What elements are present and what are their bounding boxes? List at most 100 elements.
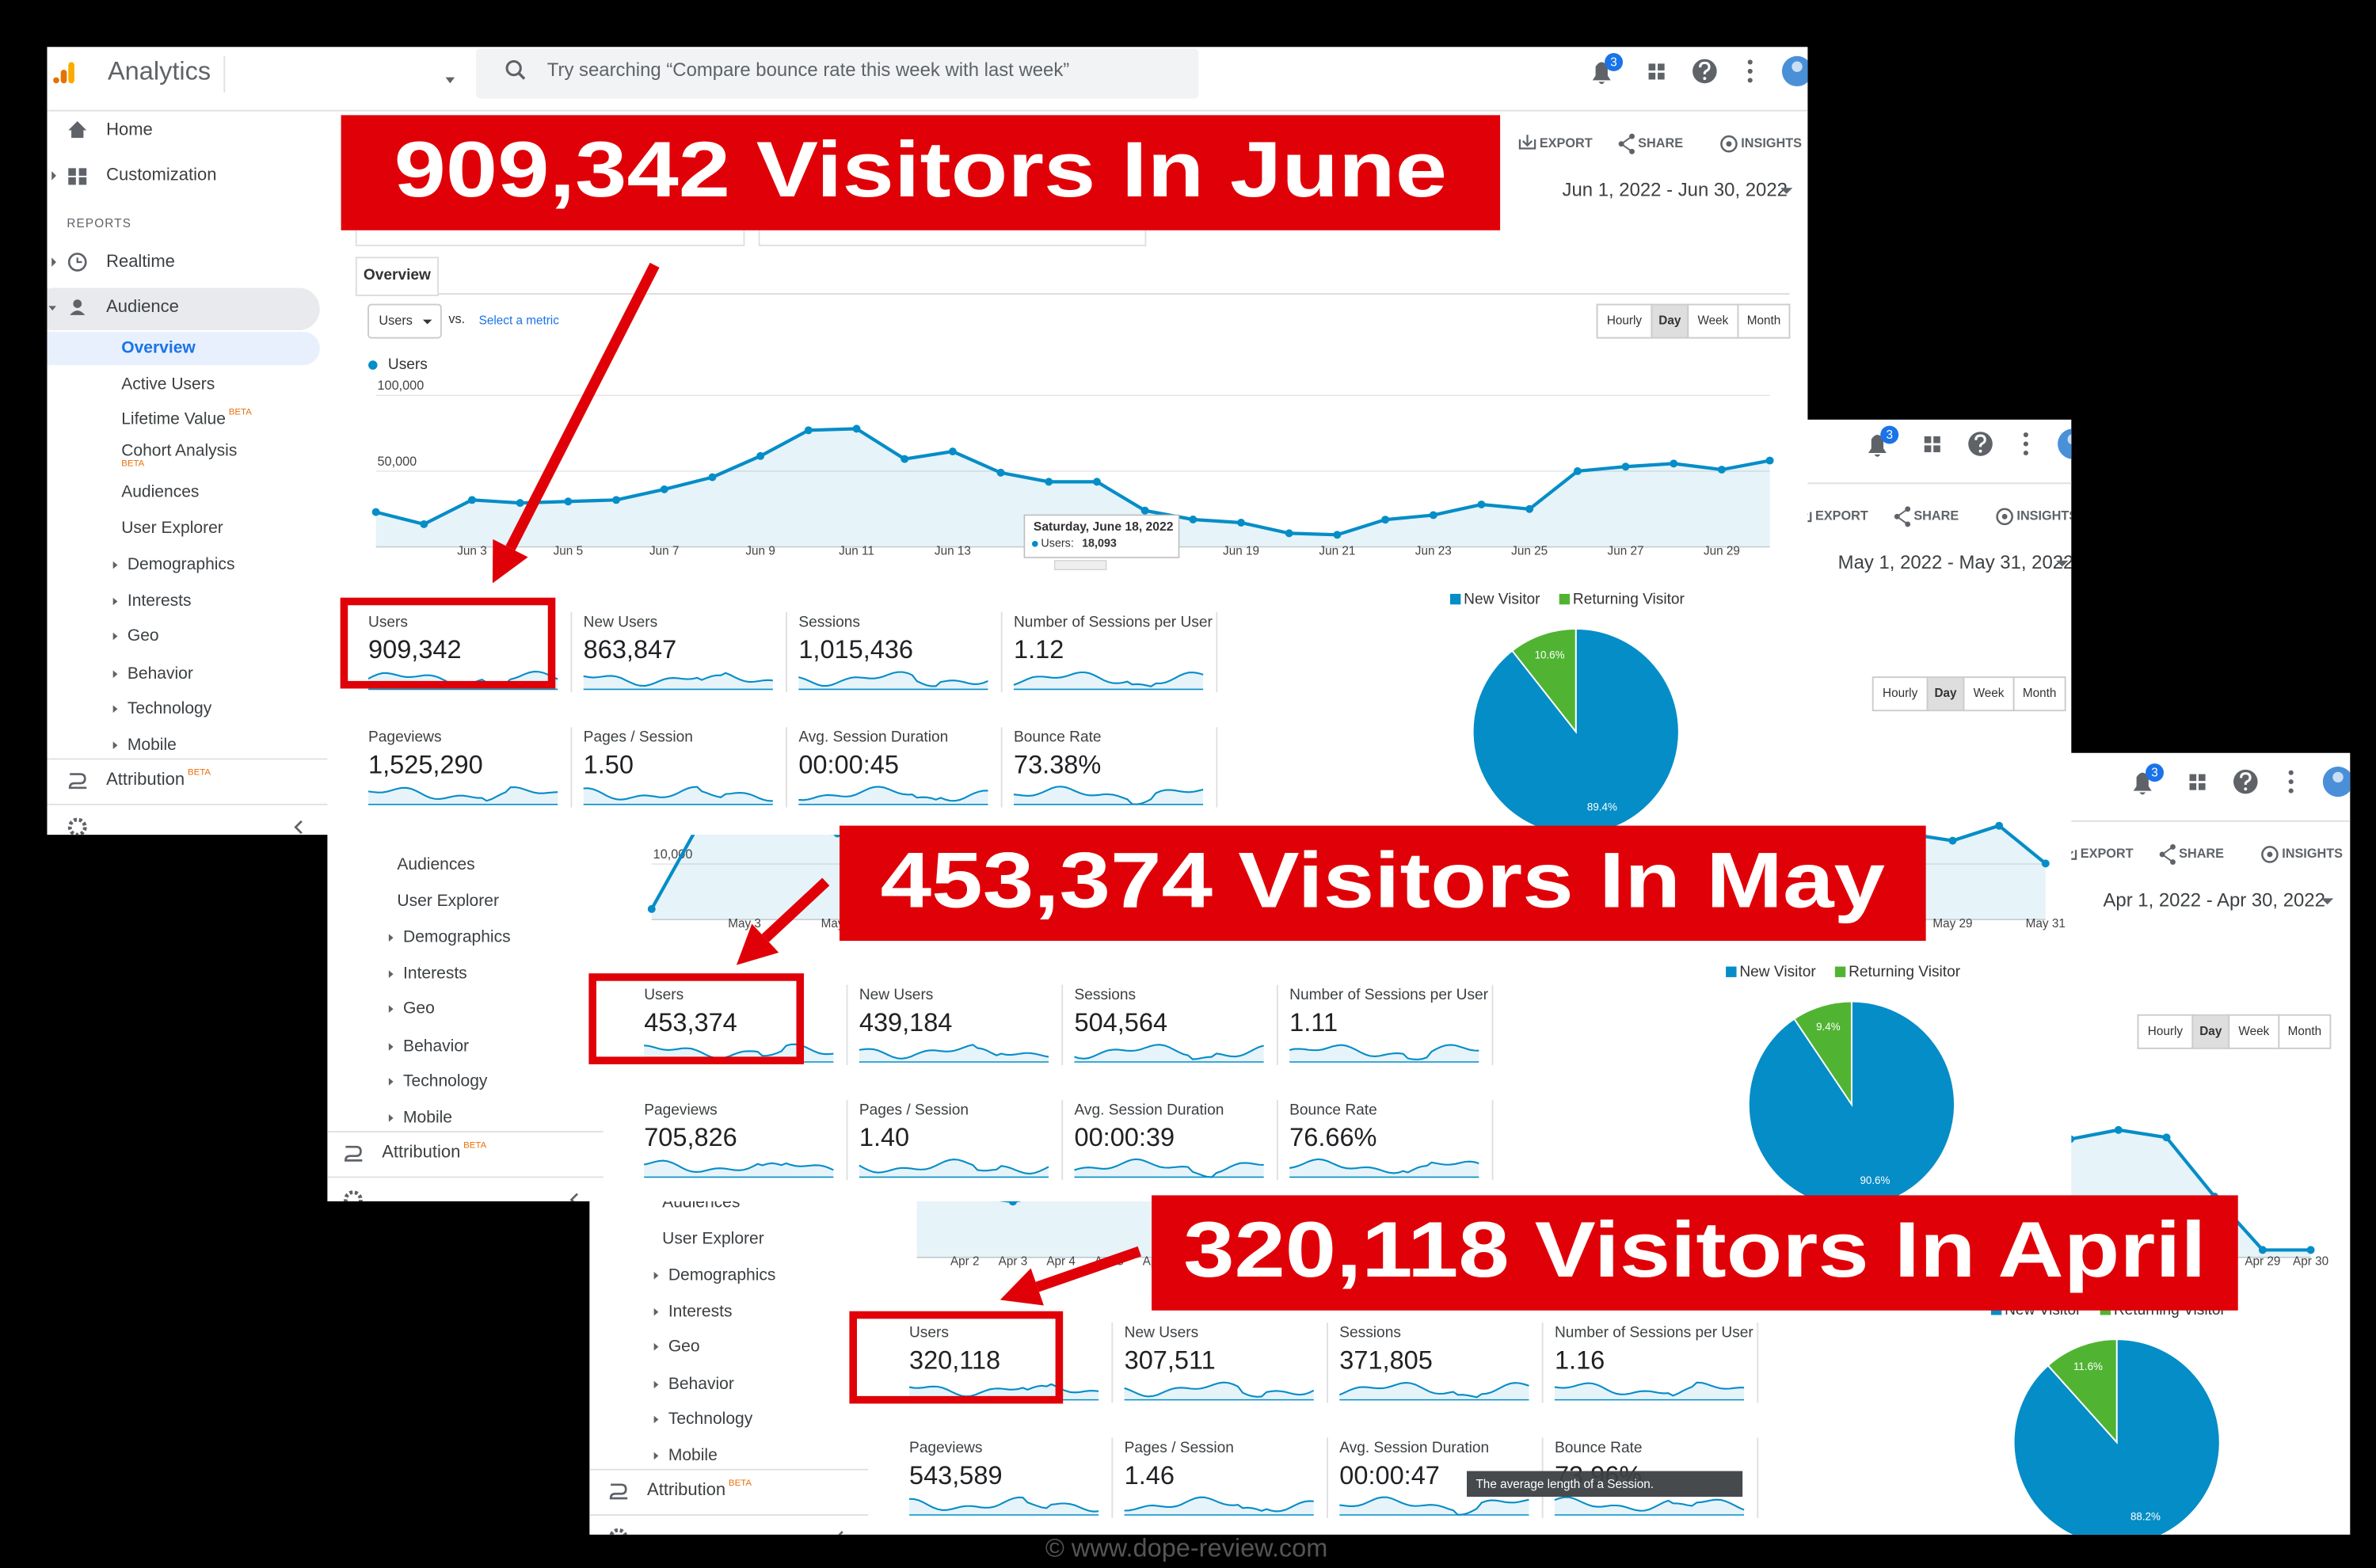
nav-item[interactable]: Interests	[668, 1302, 733, 1320]
nav-item[interactable]: Technology	[128, 699, 212, 717]
apps-icon[interactable]	[2199, 774, 2206, 782]
nav-item[interactable]: Lifetime Value	[121, 409, 226, 428]
nav-item[interactable]: Demographics	[668, 1265, 776, 1284]
apps-icon[interactable]	[1658, 72, 1665, 80]
metric-dropdown[interactable]	[367, 303, 442, 339]
toolbar-button[interactable]: EXPORT	[1815, 509, 1868, 523]
more-icon[interactable]	[2023, 450, 2028, 456]
toolbar-button[interactable]: SHARE	[2179, 847, 2224, 861]
toolbar-button[interactable]: INSIGHTS	[2016, 509, 2077, 523]
toolbar-button[interactable]: INSIGHTS	[1741, 136, 1802, 150]
select-metric-link[interactable]: Select a metric	[479, 314, 560, 328]
nav-item[interactable]: User Explorer	[662, 1229, 764, 1247]
attribution-icon	[609, 1483, 628, 1500]
nav-item[interactable]: Cohort Analysis	[121, 442, 237, 460]
apps-icon[interactable]	[1933, 436, 1940, 443]
nav-item[interactable]: Demographics	[403, 928, 511, 946]
person-body	[70, 310, 86, 315]
apps-icon[interactable]	[1933, 445, 1940, 453]
nav-item[interactable]: Geo	[403, 999, 435, 1018]
nav-item[interactable]: Geo	[668, 1337, 700, 1355]
tab[interactable]	[355, 257, 440, 296]
nav-item[interactable]: Attribution	[647, 1479, 725, 1499]
more-icon[interactable]	[1747, 59, 1753, 65]
apps-icon[interactable]	[1648, 63, 1656, 70]
more-icon[interactable]	[2023, 432, 2028, 438]
granularity-button[interactable]	[2137, 1014, 2194, 1049]
toolbar-button[interactable]: SHARE	[1913, 509, 1959, 523]
collapse-icon[interactable]	[569, 1193, 578, 1205]
nav-item[interactable]: Geo	[128, 626, 159, 645]
avatar[interactable]	[2058, 428, 2088, 459]
toolbar-button[interactable]: SHARE	[1638, 136, 1683, 150]
apps-icon[interactable]	[1924, 445, 1932, 453]
nav-item[interactable]: Audience	[106, 296, 179, 316]
granularity-button[interactable]	[2278, 1014, 2332, 1049]
granularity-button[interactable]	[1871, 676, 1929, 712]
nav-item[interactable]: Home	[106, 119, 153, 139]
apps-icon[interactable]	[2189, 783, 2197, 790]
nav-item[interactable]: Attribution	[382, 1142, 460, 1162]
granularity-button[interactable]	[2191, 1014, 2230, 1049]
more-icon[interactable]	[2288, 770, 2294, 775]
nav-item[interactable]: Mobile	[403, 1108, 452, 1126]
apps-icon[interactable]	[1924, 436, 1932, 443]
nav-item[interactable]: Interests	[128, 592, 192, 610]
nav-item[interactable]: User Explorer	[397, 892, 499, 910]
apps-icon[interactable]	[1648, 72, 1656, 80]
nav-item[interactable]: Overview	[121, 339, 196, 357]
granularity-button[interactable]	[1926, 676, 1965, 712]
nav-item[interactable]: Mobile	[128, 736, 177, 754]
more-icon[interactable]	[1747, 68, 1753, 74]
nav-item[interactable]: Active Users	[121, 375, 215, 393]
nav-item[interactable]: Realtime	[106, 251, 175, 271]
sparkline-area	[644, 1160, 834, 1178]
notification-icon[interactable]	[1592, 62, 1611, 85]
apps-icon[interactable]	[2199, 783, 2206, 790]
expand-caret	[388, 1078, 394, 1086]
granularity-button[interactable]	[2012, 676, 2066, 712]
pie-label: 89.4%	[1587, 801, 1617, 813]
more-icon[interactable]	[2288, 779, 2294, 785]
nav-item[interactable]: Audiences	[121, 482, 199, 500]
nav-item[interactable]: Behavior	[403, 1037, 469, 1055]
apps-icon[interactable]	[1658, 63, 1665, 70]
nav-item[interactable]: Behavior	[128, 664, 193, 683]
nav-item[interactable]: Demographics	[128, 555, 235, 573]
toolbar-button[interactable]: EXPORT	[2081, 847, 2134, 861]
nav-item[interactable]: Customization	[106, 165, 216, 185]
more-icon[interactable]	[1747, 78, 1753, 83]
collapse-icon[interactable]	[294, 820, 303, 835]
metric-value: 863,847	[584, 635, 677, 664]
search-box[interactable]	[475, 48, 1199, 99]
nav-item[interactable]: Mobile	[668, 1446, 718, 1464]
nav-item[interactable]: Interests	[403, 965, 467, 983]
toolbar-button[interactable]: INSIGHTS	[2282, 847, 2343, 861]
more-icon[interactable]	[2288, 788, 2294, 794]
nav-item[interactable]: User Explorer	[121, 519, 223, 537]
nav-item[interactable]: Technology	[668, 1410, 753, 1428]
toolbar-button[interactable]: EXPORT	[1540, 136, 1593, 150]
nav-item[interactable]: Attribution	[106, 769, 185, 789]
date-range[interactable]: Jun 1, 2022 - Jun 30, 2022	[1563, 179, 1788, 200]
settings-icon[interactable]	[67, 817, 87, 835]
granularity-button[interactable]	[1737, 303, 1791, 339]
collapse-icon[interactable]	[836, 1531, 843, 1543]
nav-item[interactable]: Behavior	[668, 1375, 734, 1393]
more-icon[interactable]	[2023, 441, 2028, 447]
settings-icon[interactable]	[343, 1190, 363, 1208]
sparkline	[859, 1044, 1049, 1060]
expand-caret	[388, 1005, 394, 1013]
pie-slice	[1793, 1000, 1852, 1107]
apps-icon[interactable]	[2189, 774, 2197, 782]
nav-item[interactable]: Audiences	[397, 855, 474, 873]
notification-icon[interactable]	[1868, 435, 1887, 457]
nav-item[interactable]: REPORTS	[67, 217, 131, 230]
granularity-button[interactable]	[1963, 676, 2015, 712]
line-point	[852, 424, 861, 433]
granularity-button[interactable]	[2228, 1014, 2280, 1049]
date-range[interactable]: Apr 1, 2022 - Apr 30, 2022	[2103, 890, 2325, 911]
notification-icon[interactable]	[2133, 772, 2152, 795]
nav-item[interactable]: Technology	[403, 1071, 488, 1090]
date-range[interactable]: May 1, 2022 - May 31, 2022	[1838, 552, 2074, 573]
